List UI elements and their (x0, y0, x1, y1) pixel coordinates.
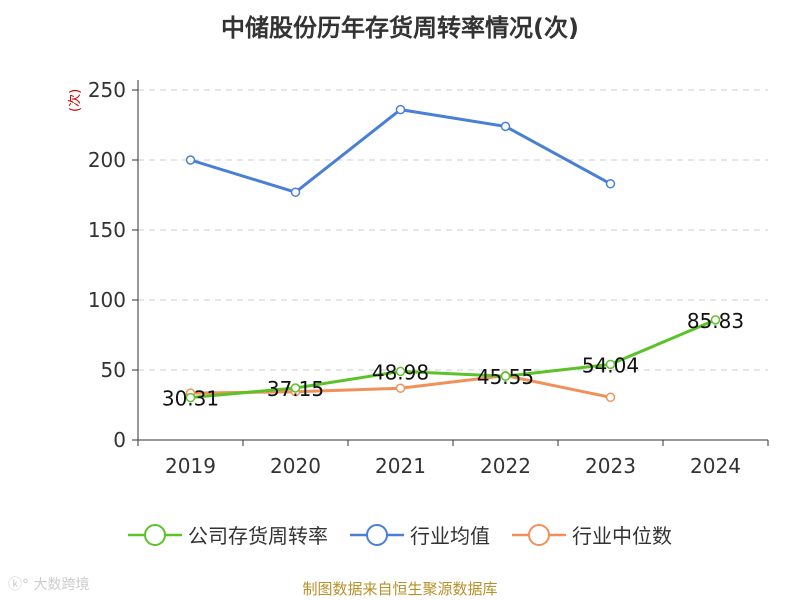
legend-marker-icon (128, 523, 182, 546)
data-label: 54.04 (582, 353, 639, 377)
data-point (710, 315, 721, 325)
legend-marker-icon (350, 523, 404, 546)
data-point (290, 187, 301, 197)
data-point (395, 383, 406, 393)
watermark-logo: ⓚ° 大数跨境 (8, 577, 90, 593)
x-tick-label: 2022 (480, 454, 531, 478)
data-label: 37.15 (267, 377, 324, 401)
legend: 公司存货周转率 行业均值 行业中位数 (0, 520, 800, 549)
x-tick-label: 2023 (585, 454, 636, 478)
y-tick-label: 0 (113, 428, 126, 452)
series-line-1 (190, 108, 612, 194)
data-point (185, 155, 196, 165)
data-point (500, 121, 511, 132)
legend-item[interactable]: 行业均值 (350, 520, 490, 549)
y-tick-label: 250 (88, 78, 126, 102)
data-point (395, 366, 406, 377)
data-point (185, 392, 196, 403)
legend-label: 公司存货周转率 (188, 524, 328, 548)
legend-item[interactable]: 公司存货周转率 (128, 520, 328, 549)
y-tick-label: 100 (88, 288, 126, 312)
data-point (290, 383, 301, 393)
legend-label: 行业中位数 (572, 524, 672, 548)
source-note: 制图数据来自恒生聚源数据库 (302, 580, 498, 598)
data-point (605, 359, 616, 370)
data-label: 48.98 (372, 360, 429, 384)
data-label: 85.83 (687, 309, 744, 333)
data-label: 30.31 (162, 387, 219, 411)
y-tick-label: 200 (88, 148, 126, 172)
x-tick-label: 2024 (690, 454, 741, 478)
x-tick-label: 2019 (165, 454, 216, 478)
legend-marker-icon (512, 523, 566, 546)
data-label: 45.55 (477, 365, 534, 389)
legend-label: 行业均值 (410, 524, 490, 548)
y-tick-label: 150 (88, 218, 126, 242)
legend-item[interactable]: 行业中位数 (512, 520, 672, 549)
y-tick-label: 50 (101, 358, 126, 382)
chart-title: 中储股份历年存货周转率情况(次) (221, 14, 579, 42)
x-tick-label: 2021 (375, 454, 426, 478)
data-point (605, 392, 616, 403)
x-tick-label: 2020 (270, 454, 321, 478)
series-line-0 (190, 318, 717, 400)
data-point (395, 104, 406, 115)
data-point (500, 371, 511, 381)
data-point (605, 179, 616, 189)
